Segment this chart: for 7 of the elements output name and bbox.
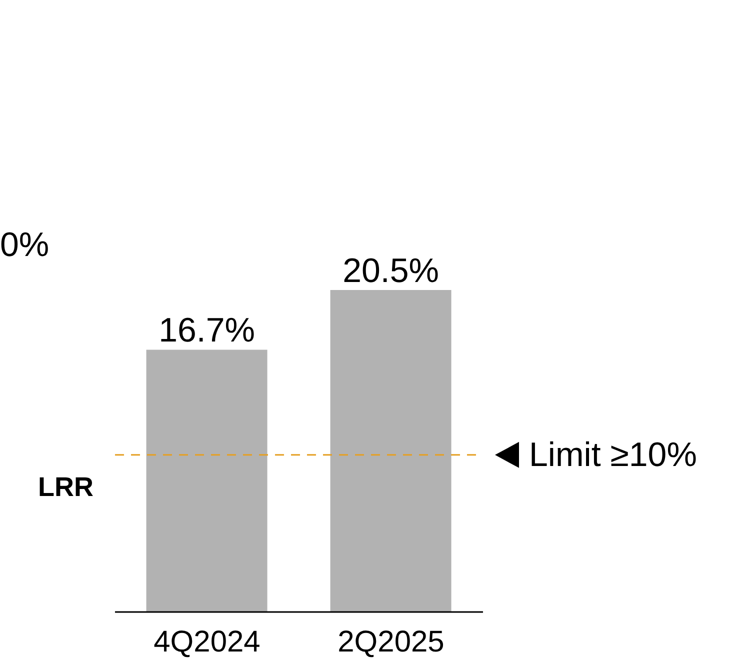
data-label: 20.5% bbox=[342, 252, 439, 290]
y-axis-title: LRR bbox=[38, 472, 94, 503]
ref-line-label: Limit ≥10% bbox=[529, 436, 697, 474]
x-tick-label: 4Q2024 bbox=[154, 625, 260, 658]
x-tick-label: 2Q2025 bbox=[338, 625, 444, 658]
text: 0% bbox=[0, 226, 50, 265]
data-label: 16.7% bbox=[158, 312, 255, 350]
